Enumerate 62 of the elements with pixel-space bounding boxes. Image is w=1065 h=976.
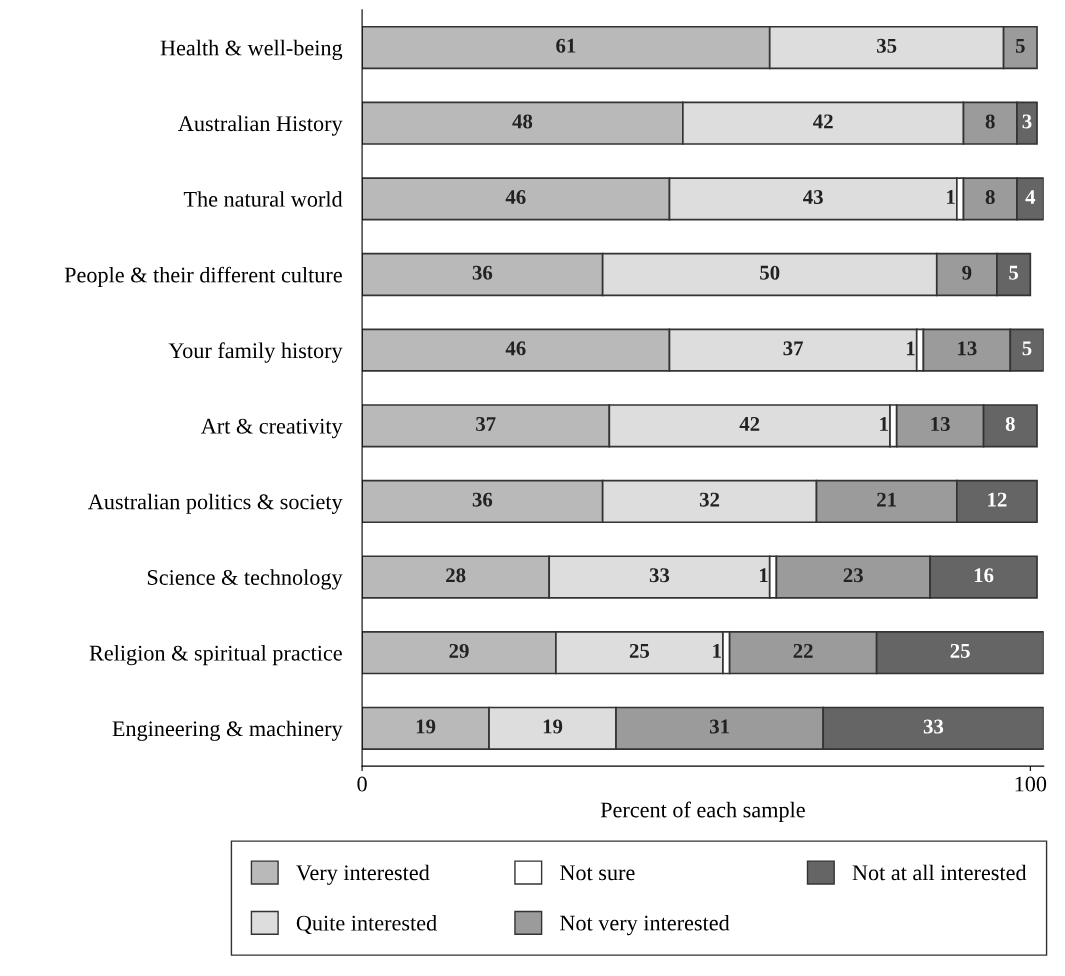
- data-label: 22: [793, 643, 813, 658]
- data-label: 13: [931, 416, 950, 431]
- data-label: 1: [947, 190, 955, 204]
- data-label: 48: [512, 114, 533, 129]
- legend-label: Not very interested: [560, 914, 730, 936]
- data-label: 31: [709, 719, 729, 734]
- legend-label: Not at all interested: [852, 864, 1027, 881]
- data-label: 19: [416, 719, 436, 734]
- data-label: 37: [783, 341, 804, 356]
- data-label: 46: [505, 341, 526, 356]
- data-label: 37: [476, 416, 496, 431]
- data-label: 9: [962, 265, 972, 280]
- legend-label: Very interested: [296, 864, 430, 885]
- data-label: 42: [739, 416, 760, 431]
- data-label: 35: [877, 38, 897, 53]
- data-label: 12: [988, 492, 1007, 507]
- data-label: 33: [649, 568, 670, 583]
- data-label: 21: [877, 492, 896, 507]
- data-label: 42: [813, 114, 833, 129]
- data-label: 33: [923, 719, 944, 734]
- legend-label: Quite interested: [296, 914, 437, 934]
- data-label: 16: [974, 568, 994, 583]
- data-label: 1: [906, 341, 915, 356]
- y-tick-label: The natural world: [183, 191, 343, 207]
- legend-label: Not sure: [560, 865, 635, 881]
- data-label: 43: [803, 190, 823, 205]
- data-label: 23: [843, 568, 863, 583]
- y-tick-label: Science & technology: [147, 569, 343, 590]
- data-label: 5: [1009, 265, 1019, 280]
- x-axis-title: Percent of each sample: [600, 801, 805, 822]
- data-label: 46: [505, 190, 526, 205]
- y-tick-label: Australian History: [178, 115, 343, 136]
- y-tick-label: People & their different culture: [64, 266, 342, 288]
- data-label: 5: [1015, 38, 1025, 53]
- data-label: 13: [958, 341, 977, 356]
- data-label: 8: [985, 114, 995, 129]
- y-tick-label: Your family history: [168, 342, 343, 363]
- data-label: 50: [760, 265, 780, 280]
- data-label: 36: [472, 265, 493, 280]
- y-tick-label: Engineering & machinery: [112, 720, 343, 741]
- y-tick-label: Australian politics & society: [87, 493, 343, 514]
- y-tick-label: Religion & spiritual practice: [89, 644, 342, 666]
- data-label: 29: [449, 643, 469, 658]
- data-label: 3: [1022, 114, 1032, 129]
- data-label: 32: [699, 492, 720, 507]
- data-label: 5: [1022, 341, 1032, 356]
- data-label: 4: [1025, 190, 1036, 204]
- data-label: 28: [446, 568, 466, 583]
- data-label: 19: [543, 719, 563, 734]
- data-label: 1: [759, 568, 768, 583]
- data-label: 61: [556, 38, 576, 53]
- x-tick-label: 100: [1015, 776, 1047, 792]
- data-label: 8: [985, 190, 995, 205]
- data-label: 36: [472, 492, 493, 507]
- x-tick-label: 0: [357, 776, 367, 792]
- data-label: 1: [880, 417, 888, 431]
- data-label: 8: [1005, 416, 1015, 431]
- data-label: 25: [950, 643, 970, 658]
- data-label: 25: [629, 643, 650, 658]
- y-tick-label: Health & well-being: [160, 39, 343, 61]
- data-label: 1: [713, 643, 721, 658]
- y-tick-label: Art & creativity: [200, 418, 343, 439]
